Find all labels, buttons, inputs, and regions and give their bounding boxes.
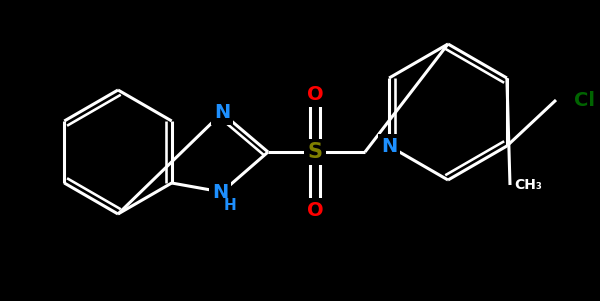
Text: Cl: Cl (574, 91, 595, 110)
Text: N: N (381, 136, 397, 156)
Text: CH₃: CH₃ (514, 178, 542, 192)
Text: S: S (308, 142, 323, 162)
Text: N: N (214, 104, 230, 123)
Text: N: N (212, 182, 228, 201)
Text: H: H (224, 198, 236, 213)
Text: O: O (307, 85, 323, 104)
Text: O: O (307, 200, 323, 219)
